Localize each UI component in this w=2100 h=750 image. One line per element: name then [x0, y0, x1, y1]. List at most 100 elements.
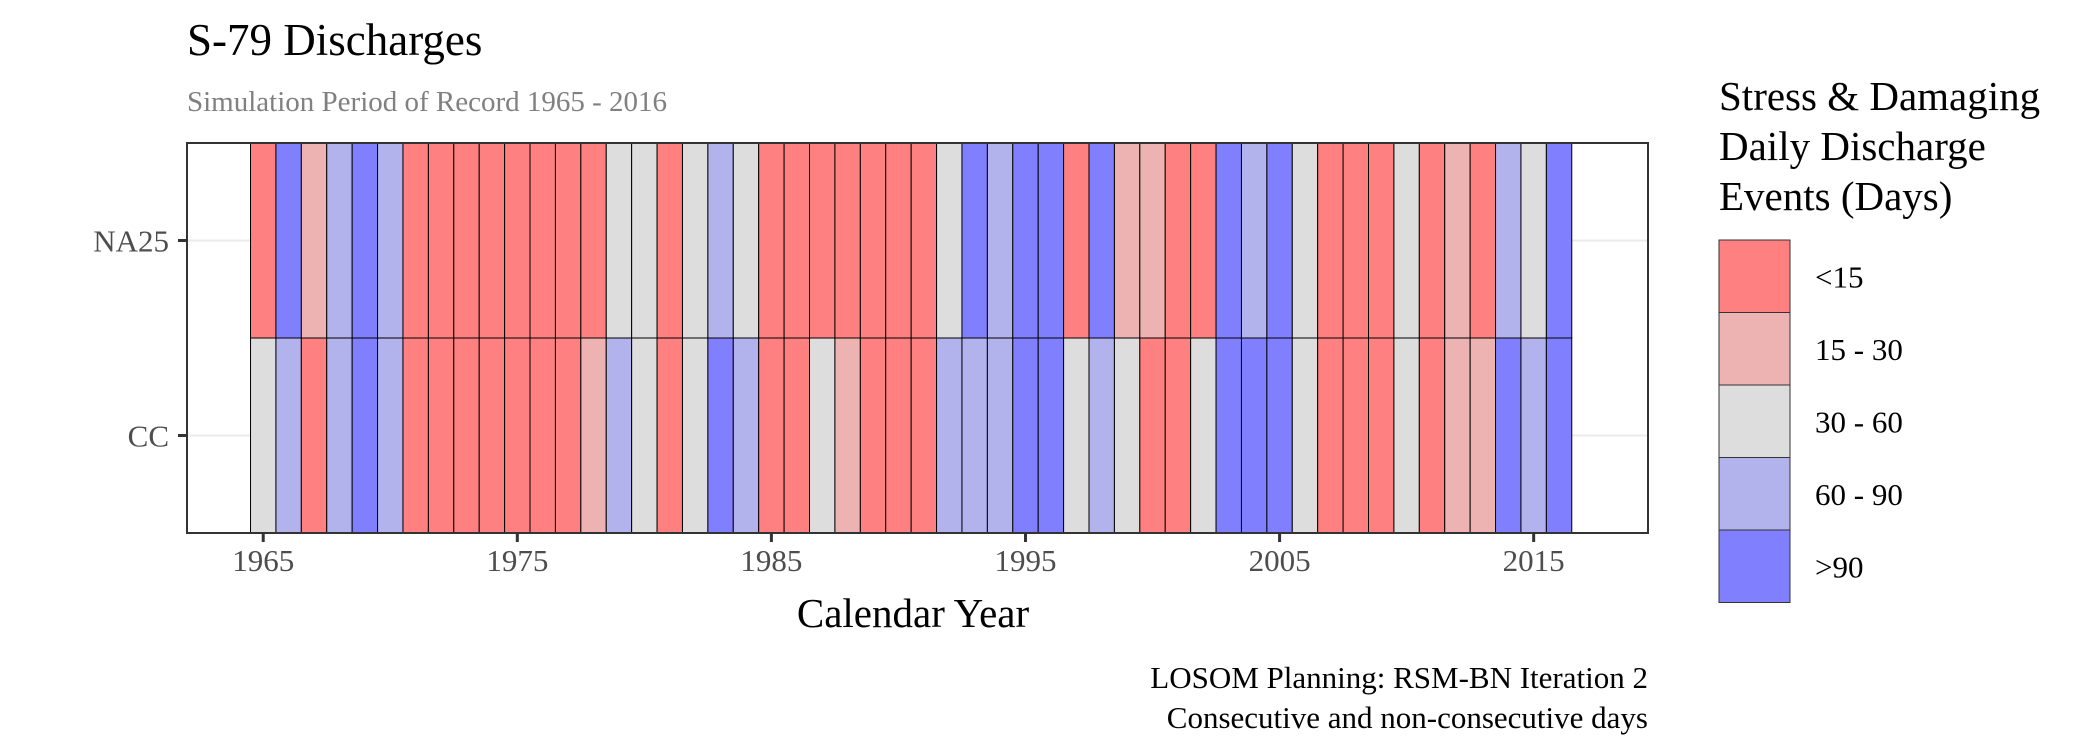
heatmap-cell — [631, 337, 658, 534]
heatmap-cell — [1418, 142, 1446, 339]
heatmap-cell — [1469, 142, 1497, 339]
heatmap-cell — [859, 142, 887, 339]
heatmap-cell — [529, 142, 556, 339]
heatmap-cell — [1113, 337, 1141, 534]
heatmap-cell — [529, 337, 556, 534]
heatmap-cell — [1368, 142, 1395, 339]
heatmap-cell — [1063, 337, 1090, 534]
heatmap-cell — [783, 142, 811, 339]
heatmap-cell — [377, 142, 404, 339]
heatmap-cell — [1545, 337, 1573, 534]
heatmap-cell — [1088, 142, 1115, 339]
heatmap-cell — [427, 142, 455, 339]
plot-panel: NA25 CC 1965 1975 1985 1995 2005 2015 — [93, 142, 1649, 578]
heatmap-cell — [783, 337, 811, 534]
heatmap-cell — [1317, 337, 1344, 534]
heatmap-cell — [885, 337, 912, 534]
heatmap-cell — [809, 142, 836, 339]
heatmap-cell — [732, 142, 760, 339]
heatmap-cell — [1291, 337, 1319, 534]
heatmap-cell — [1063, 142, 1090, 339]
heatmap-cell — [1495, 337, 1522, 534]
x-tick-label: 2015 — [1503, 543, 1565, 578]
heatmap-cell — [605, 142, 633, 339]
legend-label: <15 — [1815, 259, 1863, 294]
heatmap-cell — [1266, 142, 1293, 339]
x-tick-label: 1965 — [232, 543, 294, 578]
heatmap-cell — [1164, 337, 1192, 534]
heatmap-cell — [1342, 142, 1370, 339]
heatmap-cell — [1393, 142, 1420, 339]
heatmap-cell — [580, 337, 607, 534]
heatmap-cell — [1317, 142, 1344, 339]
heatmap-cell — [1037, 337, 1065, 534]
x-axis-title: Calendar Year — [797, 590, 1030, 636]
heatmap-cell — [1215, 337, 1242, 534]
heatmap-cell — [1190, 142, 1217, 339]
heatmap-cell — [910, 337, 938, 534]
heatmap-cell — [834, 337, 861, 534]
caption-line: LOSOM Planning: RSM-BN Iteration 2 — [1150, 660, 1648, 695]
legend-label: >90 — [1815, 549, 1863, 584]
heatmap-cell — [554, 337, 582, 534]
legend-key — [1718, 457, 1791, 531]
heatmap-cell — [834, 142, 861, 339]
heatmap-cell — [250, 337, 277, 534]
heatmap-cell — [275, 142, 302, 339]
heatmap-cell — [809, 337, 836, 534]
heatmap-cell — [326, 142, 353, 339]
heatmap-cell — [351, 142, 379, 339]
caption: LOSOM Planning: RSM-BN Iteration 2 Consec… — [1150, 660, 1648, 735]
legend-title: Daily Discharge — [1719, 123, 1986, 169]
x-tick-label: 1995 — [994, 543, 1056, 578]
heatmap-cell — [1012, 337, 1039, 534]
heatmap-cell — [275, 337, 302, 534]
heatmap-cell — [453, 142, 480, 339]
y-tick-label: CC — [128, 419, 169, 454]
heatmap-cell — [1393, 337, 1420, 534]
heatmap-cell — [1520, 337, 1547, 534]
x-tick-label: 1975 — [486, 543, 548, 578]
heatmap-cell — [936, 142, 963, 339]
heatmap-cell — [300, 142, 328, 339]
heatmap-cell — [1012, 142, 1039, 339]
heatmap-cell — [1240, 337, 1268, 534]
heatmap-cell — [732, 337, 760, 534]
x-tick-label: 2005 — [1249, 543, 1311, 578]
heatmap-cell — [631, 142, 658, 339]
heatmap-cell — [936, 337, 963, 534]
heatmap-cell — [1088, 337, 1115, 534]
heatmap-cell — [986, 337, 1014, 534]
heatmap-cell — [1418, 337, 1446, 534]
heatmap-cell — [758, 142, 785, 339]
heatmap-cell — [554, 142, 582, 339]
legend-key — [1718, 239, 1791, 313]
heatmap-cell — [986, 142, 1014, 339]
heatmap-cell — [427, 337, 455, 534]
heatmap-cell — [961, 142, 988, 339]
heatmap-cell — [250, 142, 277, 339]
x-tick-label: 1985 — [740, 543, 802, 578]
heatmap-cell — [910, 142, 938, 339]
heatmap-cell — [478, 142, 506, 339]
legend-title: Events (Days) — [1719, 173, 1952, 219]
heatmap-cell — [1545, 142, 1573, 339]
heatmap-cell — [1113, 142, 1141, 339]
heatmap-cell — [1190, 337, 1217, 534]
heatmap-cell — [1139, 337, 1166, 534]
legend-key — [1718, 384, 1791, 458]
y-tick-label: NA25 — [93, 224, 169, 259]
heatmap-cell — [656, 337, 683, 534]
heatmap-cell — [453, 337, 480, 534]
heatmap-cell — [681, 337, 709, 534]
heatmap-cell — [605, 337, 633, 534]
heatmap-cell — [1368, 337, 1395, 534]
legend-label: 15 - 30 — [1815, 332, 1903, 367]
heatmap-cell — [1266, 337, 1293, 534]
legend-key — [1718, 312, 1791, 386]
heatmap-cell — [1037, 142, 1065, 339]
heatmap-cell — [1240, 142, 1268, 339]
heatmap-cell — [402, 142, 429, 339]
